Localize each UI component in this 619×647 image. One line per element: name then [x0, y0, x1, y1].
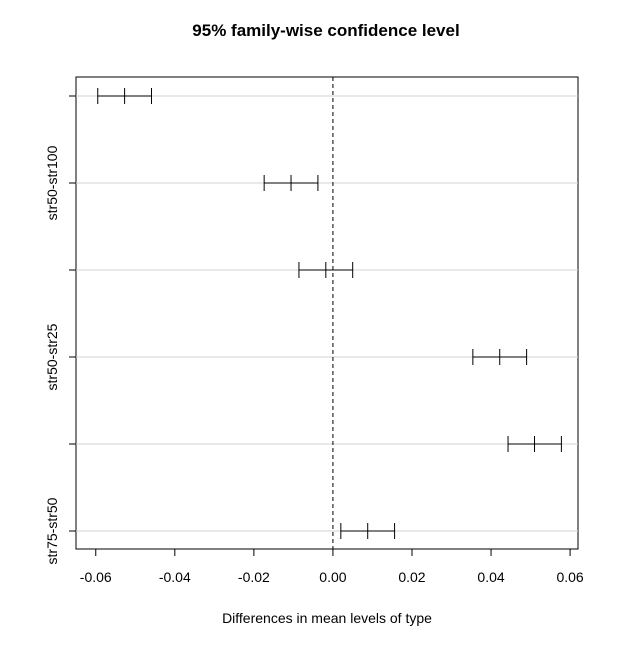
interval-5	[340, 523, 396, 539]
x-tick-label: 0.00	[319, 569, 346, 585]
grid-lines	[76, 95, 578, 532]
x-tick-label: 0.02	[398, 569, 425, 585]
plot-area	[75, 76, 579, 550]
interval-0	[97, 88, 152, 104]
intervals	[97, 88, 562, 539]
interval-4	[507, 436, 562, 452]
y-axis: str50-str100 str50-str25 str75-str50	[44, 95, 76, 564]
y-tick-label: str50-str25	[44, 323, 60, 390]
y-tick-label: str75-str50	[44, 497, 60, 564]
x-axis-label: Differences in mean levels of type	[222, 610, 432, 626]
x-tick-label: 0.04	[477, 569, 504, 585]
x-tick-label: 0.06	[556, 569, 583, 585]
interval-3	[472, 349, 528, 365]
interval-2	[298, 262, 354, 278]
chart-title: 95% family-wise confidence level	[192, 21, 459, 40]
x-tick-label: -0.02	[238, 569, 270, 585]
y-tick-label: str50-str100	[44, 145, 60, 220]
x-tick-label: -0.04	[159, 569, 191, 585]
interval-1	[263, 175, 319, 191]
x-tick-label: -0.06	[80, 569, 112, 585]
x-axis: -0.06 -0.04 -0.02 0.00 0.02 0.04 0.06	[80, 548, 584, 585]
